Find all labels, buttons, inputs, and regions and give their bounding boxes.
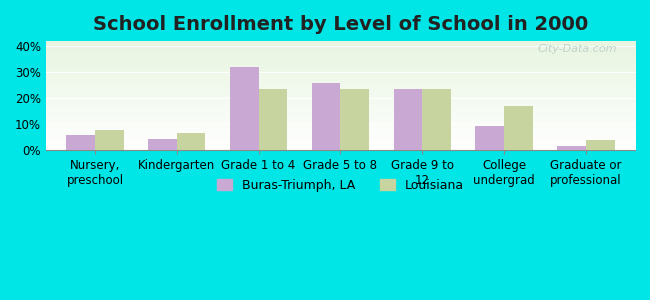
Bar [394, 89, 422, 150]
Title: School Enrollment by Level of School in 2000: School Enrollment by Level of School in … [93, 15, 588, 34]
Legend: Buras-Triumph, LA, Louisiana: Buras-Triumph, LA, Louisiana [212, 174, 469, 196]
Bar [177, 134, 205, 150]
Bar [504, 106, 533, 150]
Text: City-Data.com: City-Data.com [538, 44, 618, 54]
Bar [259, 89, 287, 150]
Bar [95, 130, 124, 150]
Bar [586, 140, 614, 150]
Bar [341, 89, 369, 150]
Bar [148, 139, 177, 150]
Bar [475, 126, 504, 150]
Bar [312, 83, 341, 150]
Bar [557, 146, 586, 150]
Bar [66, 135, 95, 150]
Bar [422, 89, 451, 150]
Bar [230, 67, 259, 150]
